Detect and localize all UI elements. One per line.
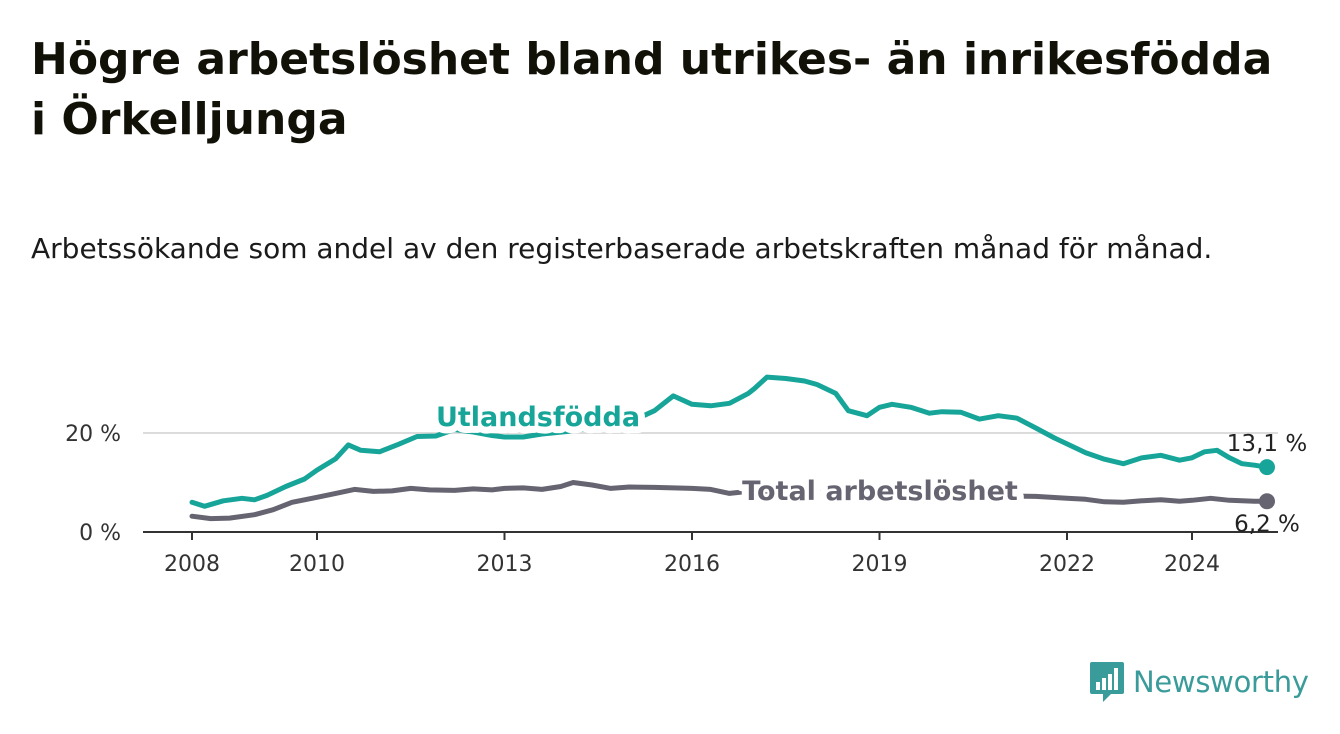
x-tick-label: 2016: [664, 552, 720, 577]
series-label-halo: Utlandsfödda: [436, 402, 640, 433]
series-lines: [189, 374, 1270, 522]
x-tick-label: 2008: [164, 552, 220, 577]
x-axis: 2008 2010 2013 2016 2019 2022 2024: [143, 531, 1278, 577]
x-tick-label: 2019: [852, 552, 908, 577]
chart-subtitle: Arbetssökande som andel av den registerb…: [31, 232, 1213, 265]
x-tick-label: 2024: [1164, 552, 1220, 577]
newsworthy-wordmark: Newsworthy: [1133, 665, 1309, 699]
y-tick-label: 0 %: [79, 521, 121, 546]
y-axis: 0 % 20 %: [65, 422, 121, 546]
end-value-label: 6,2 %: [1234, 511, 1300, 537]
chart-title: Högre arbetslöshet bland utrikes- än inr…: [31, 34, 1273, 145]
end-value-label: 13,1 %: [1227, 431, 1307, 457]
newsworthy-logo-icon: [1090, 662, 1124, 702]
end-marker-total: [1259, 493, 1275, 510]
series-line-utlandsfodda: [189, 374, 1270, 509]
y-tick-label: 20 %: [65, 422, 121, 447]
series-label-halo: Total arbetslöshet: [742, 476, 1018, 507]
series-line-total: [189, 480, 1270, 522]
x-tick-label: 2010: [289, 552, 345, 577]
series-label-utlandsfodda: Utlandsfödda: [436, 402, 640, 433]
newsworthy-logo: Newsworthy: [1089, 660, 1309, 704]
end-marker-utlandsfodda: [1259, 459, 1275, 476]
x-tick-label: 2022: [1039, 552, 1095, 577]
series-label-total: Total arbetslöshet: [742, 476, 1018, 507]
line-chart: 0 % 20 % 2008 2010 2013 2016 2019 2022 2024 Utl…: [65, 374, 1307, 577]
end-markers: 13,1 % 6,2 %: [1227, 431, 1307, 537]
x-tick-label: 2013: [477, 552, 533, 577]
